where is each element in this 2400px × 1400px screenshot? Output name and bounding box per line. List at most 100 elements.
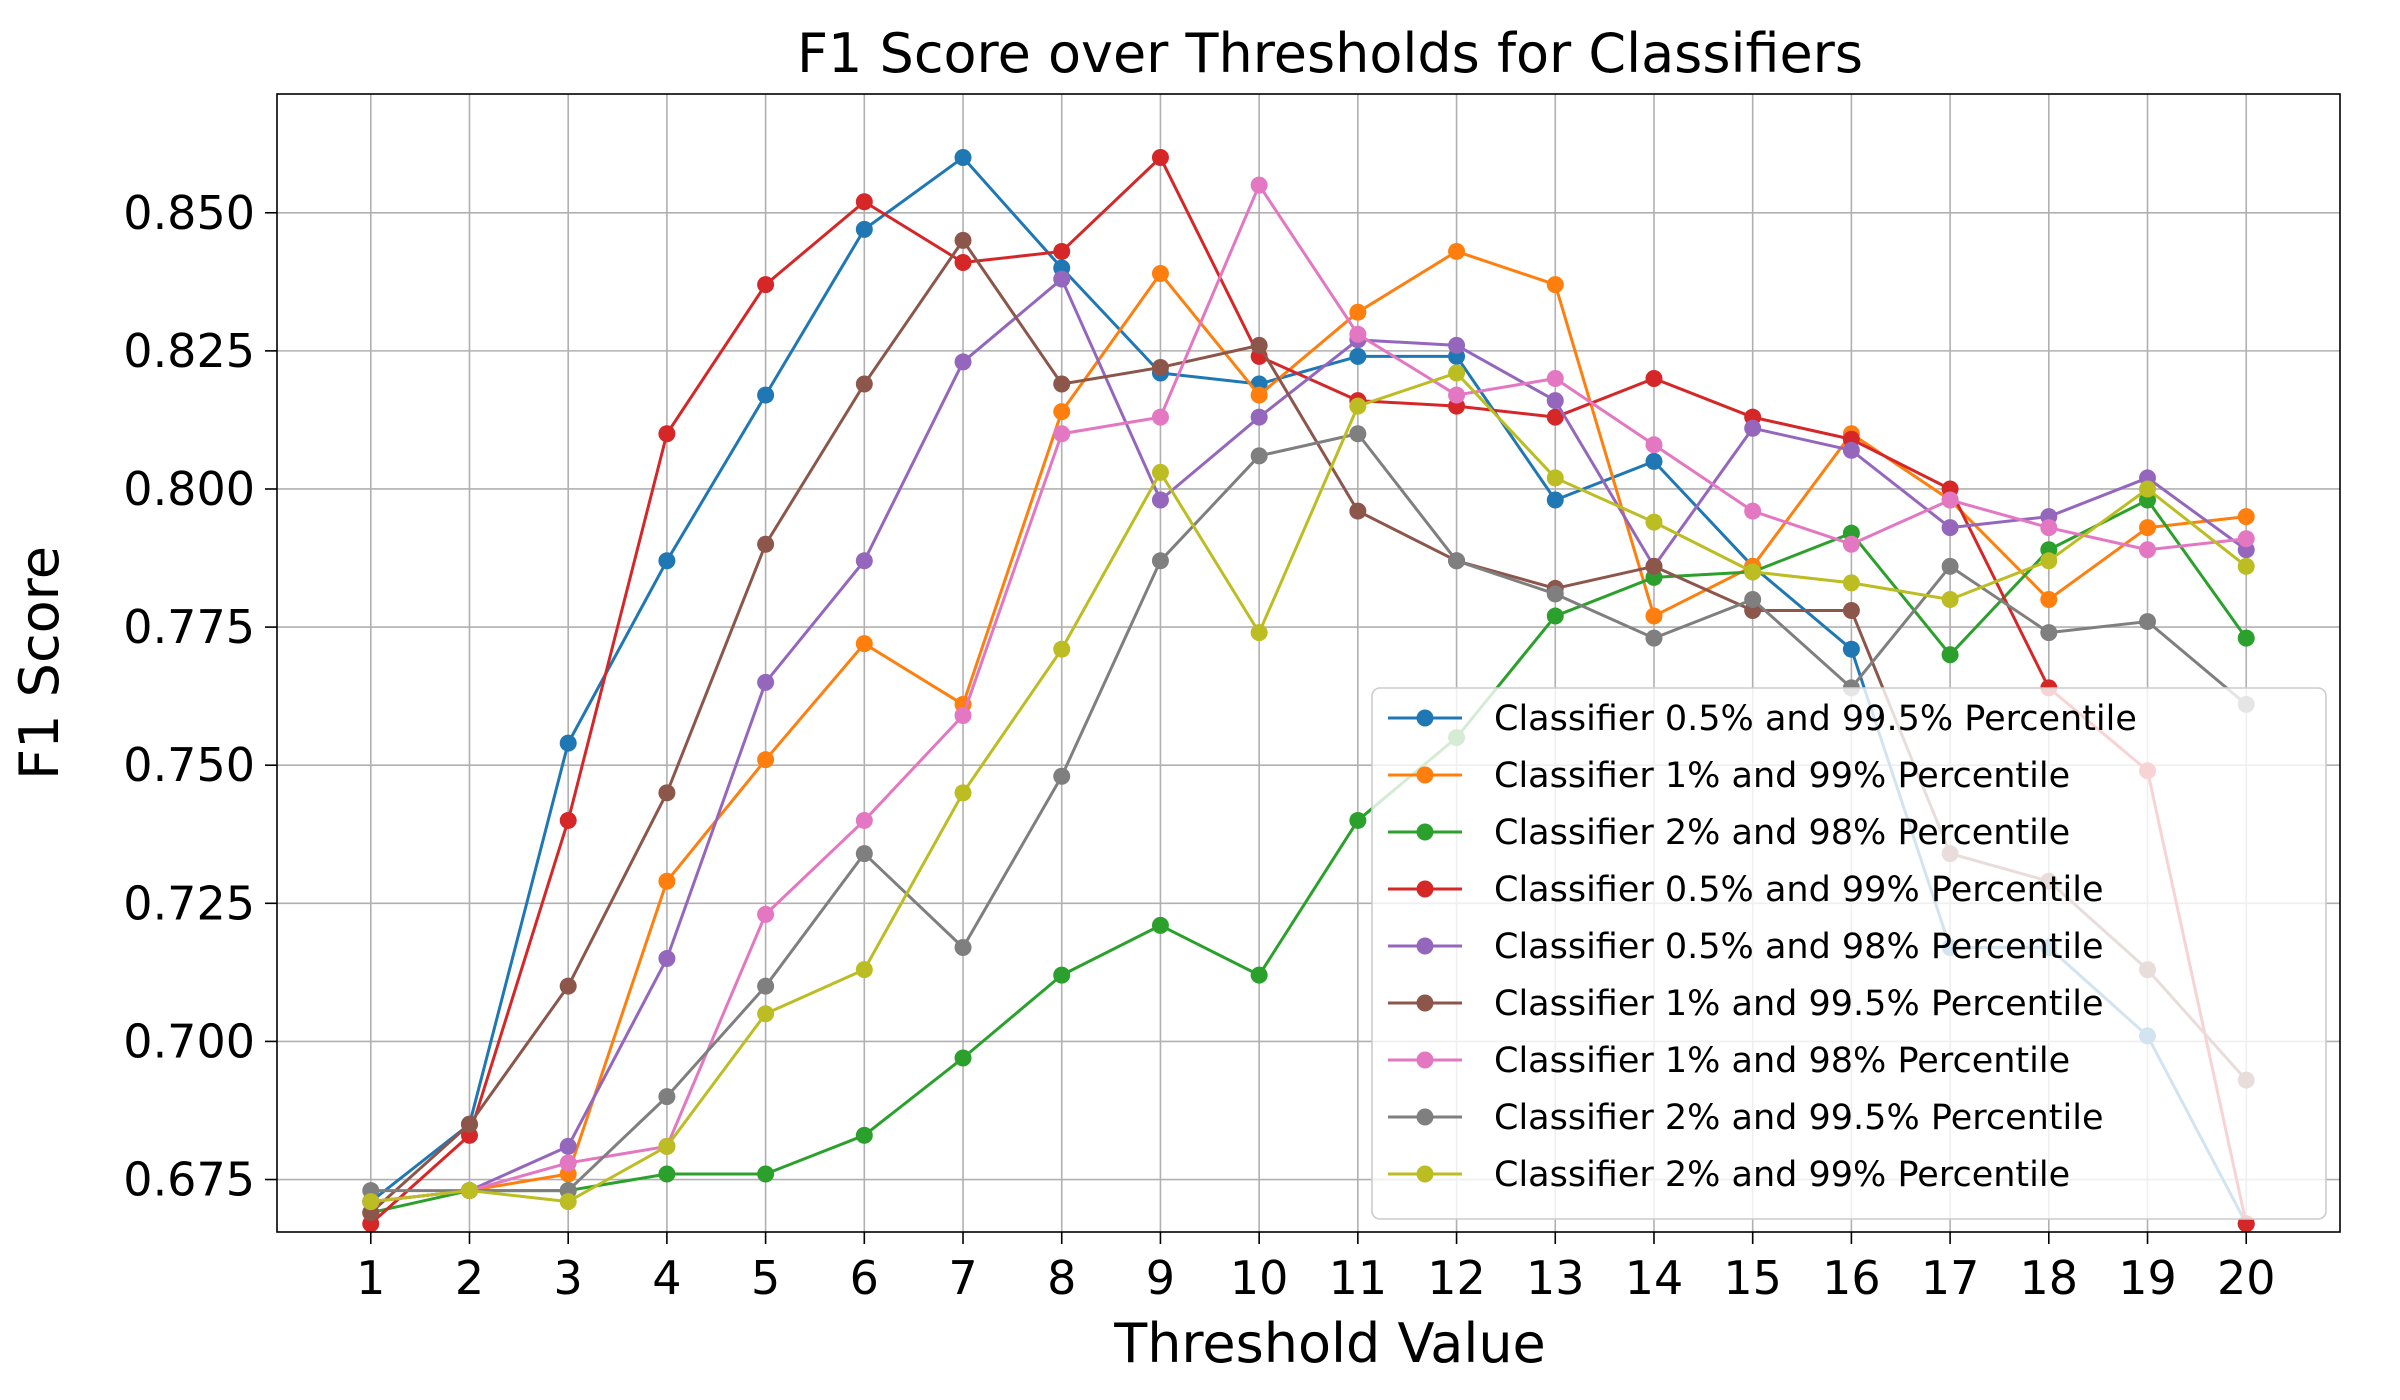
data-point — [1546, 276, 1564, 294]
data-point — [2139, 613, 2157, 631]
data-point — [1349, 425, 1367, 443]
legend-item: Classifier 2% and 99% Percentile — [1388, 1155, 2070, 1195]
data-point — [658, 950, 676, 968]
data-point — [1448, 336, 1466, 354]
data-point — [954, 231, 972, 249]
data-point — [2139, 480, 2157, 498]
data-point — [2040, 519, 2058, 537]
series-group — [362, 149, 2255, 1233]
data-point — [1151, 408, 1169, 426]
data-point — [1941, 590, 1959, 608]
legend-label: Classifier 0.5% and 99.5% Percentile — [1494, 699, 2137, 739]
data-point — [1053, 242, 1071, 260]
legend-item: Classifier 0.5% and 99.5% Percentile — [1388, 699, 2137, 739]
data-point — [1744, 502, 1762, 520]
x-tick-label: 13 — [1526, 1251, 1585, 1305]
x-tick-label: 2 — [455, 1251, 484, 1305]
legend-swatch-marker — [1416, 1051, 1434, 1069]
data-point — [1842, 535, 1860, 553]
series-9 — [362, 364, 2255, 1211]
legend-swatch-marker — [1416, 880, 1434, 898]
data-point — [954, 353, 972, 371]
series-line — [370, 277, 2248, 1204]
data-point — [1645, 436, 1663, 454]
data-point — [658, 1088, 676, 1106]
data-point — [1645, 452, 1663, 470]
data-point — [1250, 176, 1268, 194]
legend-swatch-marker — [1416, 823, 1434, 841]
data-point — [1349, 397, 1367, 415]
data-point — [1744, 563, 1762, 581]
data-point — [1448, 364, 1466, 382]
data-point — [1151, 358, 1169, 376]
legend-swatch-marker — [1416, 937, 1434, 955]
data-point — [1250, 386, 1268, 404]
series-line — [370, 249, 2247, 1204]
data-point — [1842, 602, 1860, 620]
data-point — [658, 552, 676, 570]
legend-swatch-marker — [1416, 1108, 1434, 1126]
data-point — [658, 1165, 676, 1183]
data-point — [1053, 425, 1071, 443]
data-point — [559, 1193, 577, 1211]
data-point — [1151, 463, 1169, 481]
legend-item: Classifier 1% and 99% Percentile — [1388, 756, 2070, 796]
data-point — [1349, 325, 1367, 343]
data-point — [658, 784, 676, 802]
data-point — [1349, 303, 1367, 321]
chart-title: F1 Score over Thresholds for Classifiers — [797, 22, 1863, 85]
data-point — [1546, 370, 1564, 387]
data-point — [1842, 441, 1860, 459]
x-tick-label: 9 — [1146, 1251, 1175, 1305]
legend-item: Classifier 2% and 98% Percentile — [1388, 813, 2070, 853]
x-tick-label: 6 — [850, 1251, 879, 1305]
data-point — [2237, 557, 2255, 575]
data-point — [460, 1182, 478, 1200]
data-point — [559, 734, 577, 752]
data-point — [1645, 513, 1663, 531]
data-point — [1151, 265, 1169, 283]
data-point — [658, 425, 676, 443]
data-point — [1546, 585, 1564, 603]
data-point — [855, 635, 873, 653]
data-point — [757, 905, 775, 923]
data-point — [1053, 375, 1071, 393]
data-point — [1053, 640, 1071, 658]
data-point — [855, 552, 873, 570]
data-point — [855, 1126, 873, 1144]
legend-item: Classifier 1% and 98% Percentile — [1388, 1041, 2070, 1081]
data-point — [460, 1115, 478, 1133]
x-tick-label: 7 — [948, 1251, 977, 1305]
data-point — [855, 193, 873, 211]
legend-box — [1371, 687, 2327, 1220]
x-tick-label: 17 — [1921, 1251, 1980, 1305]
data-point — [1645, 607, 1663, 625]
data-point — [954, 149, 972, 167]
legend-item: Classifier 0.5% and 99% Percentile — [1388, 870, 2104, 910]
data-point — [757, 386, 775, 404]
series-line — [370, 183, 2247, 1204]
data-point — [2040, 552, 2058, 570]
legend-item: Classifier 2% and 99.5% Percentile — [1388, 1098, 2104, 1138]
y-axis-label: F1 Score — [8, 546, 71, 780]
data-point — [1151, 491, 1169, 509]
data-point — [855, 845, 873, 863]
legend-label: Classifier 1% and 99% Percentile — [1494, 756, 2070, 796]
data-point — [1941, 646, 1959, 664]
data-point — [1842, 574, 1860, 592]
data-point — [559, 1154, 577, 1172]
x-tick-label: 3 — [554, 1251, 583, 1305]
x-tick-label: 11 — [1329, 1251, 1388, 1305]
legend: Classifier 0.5% and 99.5% Percentile Clas… — [1371, 687, 2327, 1220]
data-point — [855, 961, 873, 979]
data-point — [757, 535, 775, 553]
data-point — [1744, 419, 1762, 437]
legend-swatch-marker — [1416, 994, 1434, 1012]
data-point — [954, 1049, 972, 1067]
data-point — [1645, 370, 1663, 387]
x-tick-label: 10 — [1230, 1251, 1289, 1305]
x-tick-label: 19 — [2118, 1251, 2177, 1305]
legend-label: Classifier 2% and 99% Percentile — [1494, 1155, 2070, 1195]
data-point — [954, 939, 972, 956]
